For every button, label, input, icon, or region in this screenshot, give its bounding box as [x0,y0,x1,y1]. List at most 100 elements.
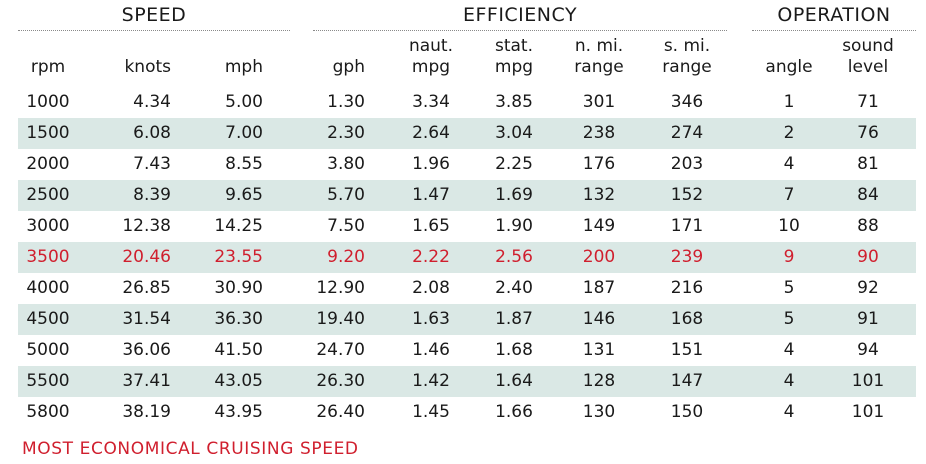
cell-gph: 2.30 [327,123,365,143]
table-row-highlighted: 3500 20.46 23.55 9.20 2.22 2.56 200 239 9 90 [18,242,916,273]
column-header-line: stat. [494,36,533,56]
cell-stat-mpg: 2.40 [495,278,533,298]
cell-naut-mpg: 1.65 [412,216,450,236]
cell-s-mi-range: 346 [670,92,704,112]
cell-mph: 7.00 [225,123,263,143]
column-header-line: level [847,57,889,77]
cell-angle: 4 [783,402,795,422]
column-header-line: s. mi. [663,36,711,56]
cell-sound-level: 101 [851,371,885,391]
cell-n-mi-range: 130 [582,402,616,422]
cell-rpm: 1000 [26,92,70,112]
column-header-line: gph [332,57,365,77]
cell-naut-mpg: 1.46 [412,340,450,360]
column-header-line: sound [842,36,894,56]
cell-knots: 26.85 [122,278,171,298]
cell-rpm: 2500 [26,185,70,205]
cell-s-mi-range: 150 [670,402,704,422]
column-header-s-mi-range: s. mi. range [647,34,727,78]
cell-n-mi-range: 187 [582,278,616,298]
cell-angle: 7 [783,185,795,205]
cell-sound-level: 92 [857,278,879,298]
column-header-n-mi-range: n. mi. range [559,34,639,78]
cell-gph: 9.20 [327,247,365,267]
cell-mph: 14.25 [214,216,263,236]
cell-mph: 41.50 [214,340,263,360]
table-row: 5000 36.06 41.50 24.70 1.46 1.68 131 151 4 94 [18,335,916,366]
table-row: 2000 7.43 8.55 3.80 1.96 2.25 176 203 4 81 [18,149,916,180]
column-header-line: range [662,57,712,77]
cell-s-mi-range: 239 [670,247,704,267]
cell-stat-mpg: 2.25 [495,154,533,174]
cell-sound-level: 76 [857,123,879,143]
cell-knots: 20.46 [122,247,171,267]
cell-knots: 12.38 [122,216,171,236]
cell-naut-mpg: 1.45 [412,402,450,422]
cell-s-mi-range: 168 [670,309,704,329]
cell-knots: 8.39 [133,185,171,205]
cell-naut-mpg: 1.47 [412,185,450,205]
cell-angle: 4 [783,154,795,174]
table-row: 5800 38.19 43.95 26.40 1.45 1.66 130 150 4 101 [18,397,916,428]
cell-sound-level: 91 [857,309,879,329]
cell-s-mi-range: 152 [670,185,704,205]
cell-angle: 5 [783,278,795,298]
cell-rpm: 5500 [26,371,70,391]
column-header-gph: gph [285,34,365,78]
cell-angle: 5 [783,309,795,329]
cell-angle: 9 [783,247,795,267]
cell-naut-mpg: 2.22 [412,247,450,267]
table-row: 4000 26.85 30.90 12.90 2.08 2.40 187 216 5 92 [18,273,916,304]
cell-n-mi-range: 301 [582,92,616,112]
cell-stat-mpg: 1.68 [495,340,533,360]
cell-s-mi-range: 147 [670,371,704,391]
cell-sound-level: 88 [857,216,879,236]
group-header-operation: OPERATION [777,4,891,26]
cell-sound-level: 84 [857,185,879,205]
cell-knots: 7.43 [133,154,171,174]
cell-s-mi-range: 216 [670,278,704,298]
column-header-rpm: rpm [8,34,88,78]
group-rule-speed [18,30,290,31]
cell-angle: 4 [783,340,795,360]
cell-s-mi-range: 151 [670,340,704,360]
cell-gph: 3.80 [327,154,365,174]
group-header-efficiency: EFFICIENCY [462,4,578,26]
cell-angle: 1 [783,92,795,112]
cell-mph: 5.00 [225,92,263,112]
cell-s-mi-range: 274 [670,123,704,143]
cell-mph: 43.05 [214,371,263,391]
cell-gph: 1.30 [327,92,365,112]
cell-knots: 4.34 [133,92,171,112]
cell-mph: 8.55 [225,154,263,174]
cell-mph: 36.30 [214,309,263,329]
cell-naut-mpg: 1.96 [412,154,450,174]
cell-rpm: 4500 [26,309,70,329]
cell-naut-mpg: 1.42 [412,371,450,391]
cell-sound-level: 101 [851,402,885,422]
cell-knots: 38.19 [122,402,171,422]
cell-rpm: 3500 [26,247,70,267]
table-row: 5500 37.41 43.05 26.30 1.42 1.64 128 147 4 101 [18,366,916,397]
cell-s-mi-range: 203 [670,154,704,174]
cell-gph: 12.90 [316,278,365,298]
column-header-line: range [574,57,624,77]
cell-stat-mpg: 3.85 [495,92,533,112]
cell-n-mi-range: 132 [582,185,616,205]
cell-n-mi-range: 128 [582,371,616,391]
cell-stat-mpg: 3.04 [495,123,533,143]
cell-knots: 31.54 [122,309,171,329]
column-header-line: knots [124,57,171,77]
column-header-line: rpm [30,57,66,77]
cell-rpm: 5800 [26,402,70,422]
cell-n-mi-range: 131 [582,340,616,360]
cell-gph: 7.50 [327,216,365,236]
cell-sound-level: 94 [857,340,879,360]
cell-gph: 26.30 [316,371,365,391]
column-header-line: mpg [411,57,451,77]
cell-naut-mpg: 2.08 [412,278,450,298]
cell-stat-mpg: 1.69 [495,185,533,205]
column-header-angle: angle [749,34,829,78]
cell-knots: 36.06 [122,340,171,360]
column-header-stat-mpg: stat. mpg [474,34,554,78]
